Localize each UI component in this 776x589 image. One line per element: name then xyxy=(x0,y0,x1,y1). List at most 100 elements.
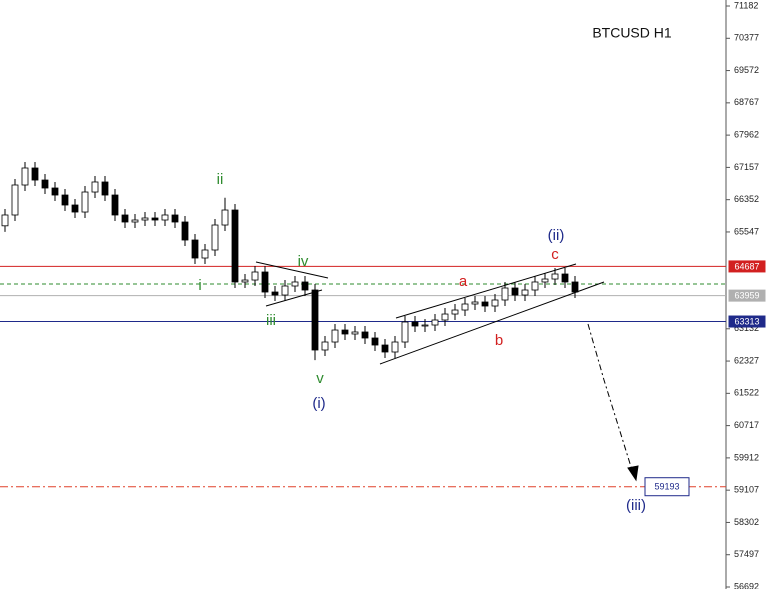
trendline xyxy=(255,261,329,279)
candle-body xyxy=(211,224,219,251)
y-tick-label: 58302 xyxy=(734,517,759,527)
candle-body xyxy=(131,219,139,223)
y-tick-label: 69572 xyxy=(734,65,759,75)
wave-label: (iii) xyxy=(626,497,646,514)
candle-body xyxy=(271,291,279,296)
candle-body xyxy=(341,329,349,335)
level-label-box xyxy=(644,477,690,497)
candle-body xyxy=(481,301,489,307)
candle-body xyxy=(301,281,309,291)
candle-body xyxy=(451,309,459,315)
y-tick-label: 59107 xyxy=(734,485,759,495)
candle-body xyxy=(431,319,439,326)
wave-label: b xyxy=(495,332,503,349)
trendline xyxy=(265,289,323,307)
candle-body xyxy=(231,209,239,283)
candle-body xyxy=(161,214,169,221)
candle-body xyxy=(201,249,209,259)
candle-body xyxy=(71,204,79,213)
candle-body xyxy=(181,221,189,241)
candle-body xyxy=(1,214,9,227)
candle-body xyxy=(321,341,329,351)
candle-body xyxy=(41,179,49,189)
candle-body xyxy=(61,194,69,206)
candle-body xyxy=(401,321,409,343)
wave-label: v xyxy=(316,370,324,387)
y-tick-label: 67962 xyxy=(734,129,759,139)
level-label-box xyxy=(728,260,766,273)
arrow-head xyxy=(627,465,639,482)
candle-body xyxy=(11,184,19,216)
candle-body xyxy=(331,329,339,343)
candle-body xyxy=(421,324,429,327)
candle-body xyxy=(461,303,469,311)
y-tick-label: 66352 xyxy=(734,194,759,204)
plot-area xyxy=(0,161,726,488)
candle-body xyxy=(551,273,559,280)
level-label: 63959 xyxy=(734,290,759,300)
candle-body xyxy=(561,273,569,283)
candle-body xyxy=(281,285,289,296)
candle-body xyxy=(511,287,519,296)
candle-body xyxy=(21,167,29,186)
y-tick-label: 59912 xyxy=(734,452,759,462)
candle-body xyxy=(491,299,499,307)
candle-body xyxy=(531,281,539,291)
y-tick-label: 71182 xyxy=(734,0,758,10)
candle-body xyxy=(351,331,359,335)
candle-body xyxy=(391,341,399,353)
candle-body xyxy=(541,278,549,283)
candle-body xyxy=(221,209,229,226)
candle-body xyxy=(381,344,389,353)
candle-body xyxy=(291,281,299,287)
y-tick-label: 63132 xyxy=(734,323,759,333)
wave-label: a xyxy=(459,273,468,290)
candle-body xyxy=(241,279,249,283)
candle-body xyxy=(31,167,39,181)
level-label: 59193 xyxy=(654,482,679,492)
candle-body xyxy=(51,187,59,196)
trendline xyxy=(395,263,577,319)
wave-label: i xyxy=(198,277,201,294)
level-label: 63313 xyxy=(734,316,759,326)
candle-body xyxy=(411,321,419,327)
candle-body xyxy=(571,281,579,293)
candle-body xyxy=(251,271,259,281)
candle-body xyxy=(191,239,199,259)
y-tick-label: 56692 xyxy=(734,581,759,589)
candle-body xyxy=(311,289,319,351)
candle-body xyxy=(521,289,529,296)
candle-body xyxy=(441,313,449,321)
trendline xyxy=(379,281,605,365)
projection-arrow xyxy=(587,323,633,471)
y-tick-label: 60717 xyxy=(734,420,759,430)
candle-body xyxy=(171,214,179,223)
candle-body xyxy=(91,181,99,193)
candle-body xyxy=(371,337,379,346)
wave-label: c xyxy=(551,246,559,263)
y-tick-label: 68767 xyxy=(734,97,759,107)
candle-body xyxy=(101,181,109,196)
candle-body xyxy=(81,191,89,213)
candle-body xyxy=(121,214,129,223)
chart-title: BTCUSD H1 xyxy=(592,25,672,41)
wave-label: iv xyxy=(298,253,309,270)
y-tick-label: 67157 xyxy=(734,162,759,172)
wave-label: (i) xyxy=(312,395,325,412)
candle-body xyxy=(361,331,369,339)
level-label: 64687 xyxy=(734,261,759,271)
y-tick-label: 62327 xyxy=(734,355,759,365)
y-tick-label: 57497 xyxy=(734,549,759,559)
candle-body xyxy=(151,217,159,221)
y-tick-label: 61522 xyxy=(734,388,759,398)
candle-body xyxy=(261,271,269,293)
trendlines xyxy=(255,261,639,482)
candle-body xyxy=(501,287,509,301)
wave-label: (ii) xyxy=(548,227,565,244)
y-tick-label: 65547 xyxy=(734,226,759,236)
level-label-box xyxy=(728,315,766,328)
candle-body xyxy=(111,194,119,216)
candle-body xyxy=(471,301,479,305)
wave-label: ii xyxy=(217,171,224,188)
